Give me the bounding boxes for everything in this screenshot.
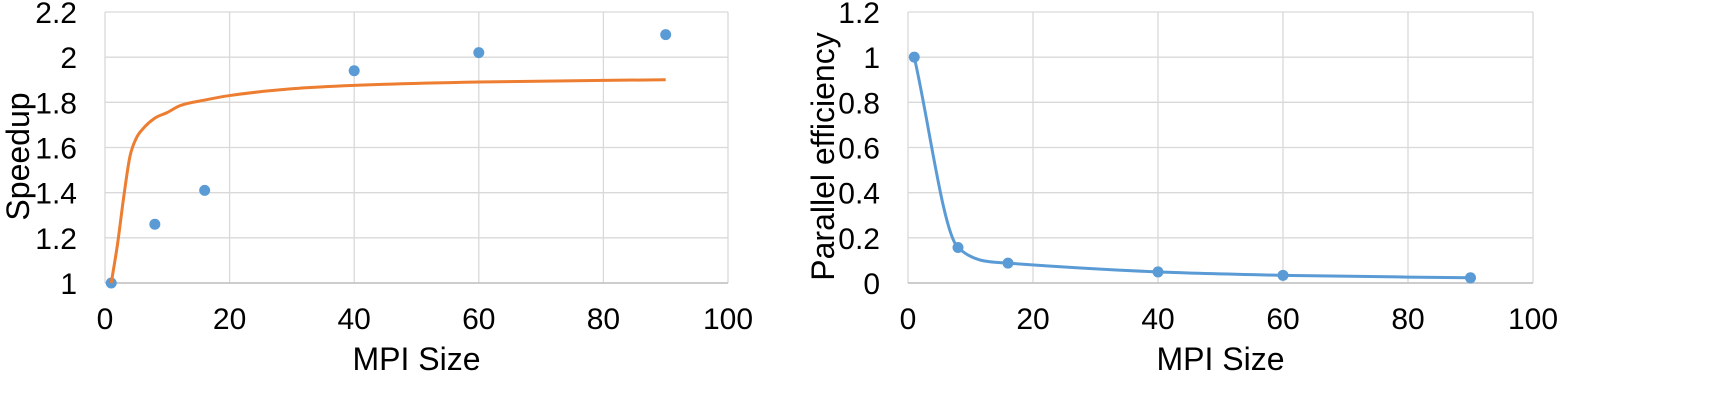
y-tick-label: 1.4 [35,178,77,211]
y-tick-label: 1.2 [838,0,880,30]
y-tick-label: 1 [863,42,880,75]
y-tick-label: 2 [60,42,77,75]
data-point [199,184,211,196]
x-tick-label: 40 [338,303,371,336]
data-point [660,29,672,41]
y-tick-label: 0.2 [838,223,880,256]
data-point [1152,266,1164,278]
y-tick-label: 1.2 [35,223,77,256]
x-tick-label: 60 [1266,303,1299,336]
x-tick-label: 100 [1508,303,1558,336]
x-tick-label: 0 [900,303,917,336]
data-point [1277,269,1289,281]
data-point [1465,272,1476,284]
y-tick-label: 0 [863,268,880,301]
x-tick-label: 40 [1141,303,1174,336]
data-point [473,47,485,59]
data-point [348,65,360,77]
x-tick-label: 0 [97,303,114,336]
data-point [1002,257,1014,269]
data-point [908,51,920,63]
y-axis-title: Speedup [0,92,36,220]
x-axis-title: MPI Size [1156,341,1284,377]
x-tick-label: 20 [1016,303,1049,336]
y-tick-label: 0.6 [838,133,880,166]
y-axis-title: Parallel efficiency [805,32,841,280]
x-tick-label: 80 [1391,303,1424,336]
x-tick-label: 100 [703,303,753,336]
x-tick-label: 60 [462,303,495,336]
data-point [149,218,161,230]
y-tick-label: 1.8 [35,87,77,120]
y-tick-label: 1 [60,268,77,301]
series-line [109,78,666,284]
data-point [952,242,964,254]
chart-2: 0 0.2 0.4 0.6 0.8 1 1.2 0 20 40 60 80 100 MPI Size Par… [805,0,1558,377]
y-tick-label: 0.8 [838,87,880,120]
x-tick-label: 80 [587,303,620,336]
x-tick-label: 20 [213,303,246,336]
y-tick-label: 2.2 [35,0,77,30]
series-line [912,56,1471,280]
y-tick-label: 0.4 [838,178,880,211]
y-tick-label: 1.6 [35,133,77,166]
x-axis-title: MPI Size [352,341,480,377]
chart-1: 1 1.2 1.4 1.6 1.8 2 2.2 0 20 40 60 80 100 MPI Size Spe… [0,0,753,377]
